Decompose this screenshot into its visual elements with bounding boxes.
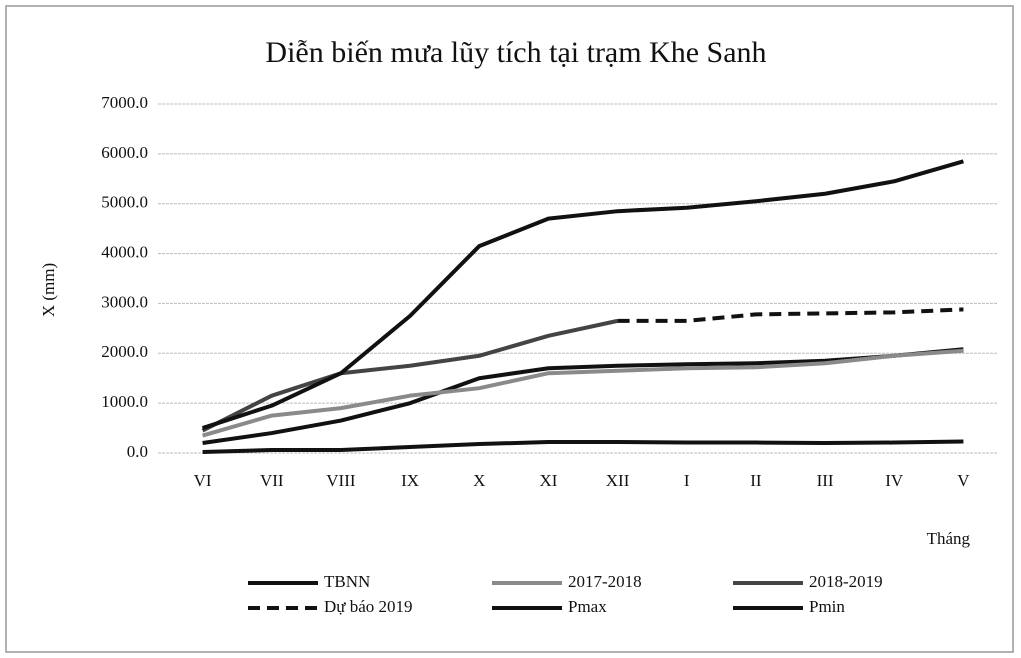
x-tick-label: VI: [194, 471, 212, 490]
y-tick-label: 0.0: [127, 442, 148, 461]
y-tick-label: 1000.0: [101, 392, 148, 411]
legend-label: Pmax: [568, 597, 607, 616]
x-tick-label: IV: [885, 471, 904, 490]
x-axis-label: Tháng: [927, 529, 971, 548]
y-tick-label: 4000.0: [101, 242, 148, 261]
y-tick-label: 7000.0: [101, 93, 148, 112]
x-tick-label: VIII: [326, 471, 356, 490]
x-tick-label: I: [684, 471, 690, 490]
x-tick-label: IX: [401, 471, 419, 490]
series-line: [202, 347, 964, 446]
x-tick-label: XI: [539, 471, 557, 490]
y-tick-label: 6000.0: [101, 143, 148, 162]
x-tick-label: X: [473, 471, 485, 490]
legend-label: Pmin: [809, 597, 845, 616]
x-tick-label: V: [957, 471, 970, 490]
legend-label: 2018-2019: [809, 572, 883, 591]
series-line: [201, 159, 964, 430]
series-line: [202, 439, 964, 455]
x-tick-label: III: [817, 471, 834, 490]
x-tick-label: VII: [260, 471, 284, 490]
x-tick-label: XII: [606, 471, 630, 490]
y-axis-label: X (mm): [39, 263, 58, 317]
series-line: [617, 307, 964, 323]
series-line: [201, 318, 619, 433]
y-tick-label: 5000.0: [101, 193, 148, 212]
chart-title: Diễn biến mưa lũy tích tại trạm Khe Sanh: [265, 36, 766, 69]
legend-label: Dự báo 2019: [324, 597, 413, 616]
legend-label: 2017-2018: [568, 572, 642, 591]
x-tick-label: II: [750, 471, 762, 490]
series-line: [202, 348, 964, 438]
y-tick-label: 2000.0: [101, 342, 148, 361]
y-tick-label: 3000.0: [101, 292, 148, 311]
legend-label: TBNN: [324, 572, 370, 591]
frame: [5, 5, 1014, 653]
